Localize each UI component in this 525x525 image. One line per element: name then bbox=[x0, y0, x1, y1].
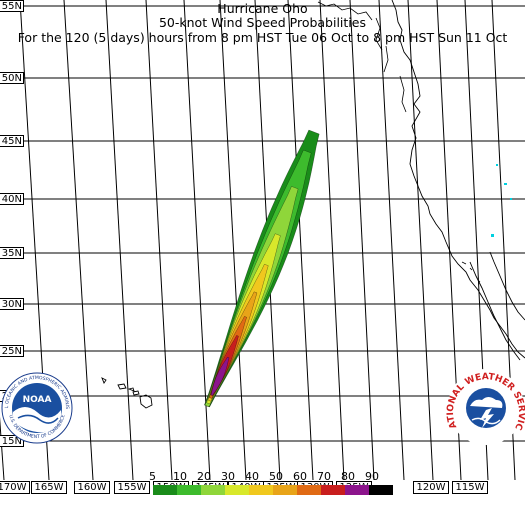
legend-value: 60 bbox=[293, 470, 307, 483]
longitude-line bbox=[105, 0, 134, 481]
latitude-label: 35N bbox=[0, 247, 24, 259]
storm-title: Hurricane Oho bbox=[217, 1, 308, 16]
product-title: 50-knot Wind Speed Probabilities bbox=[158, 15, 366, 30]
latitude-label: 30N bbox=[0, 298, 24, 310]
legend-value: 20 bbox=[197, 470, 211, 483]
wind-probability-swath bbox=[204, 129, 320, 408]
latitude-label: 40N bbox=[0, 193, 24, 205]
longitude-line bbox=[63, 0, 94, 481]
longitude-label: 120W bbox=[413, 481, 449, 494]
nws-logo: NATIONAL WEATHER SERVICE bbox=[446, 368, 525, 445]
legend-value: 50 bbox=[269, 470, 283, 483]
longitude-label: 170W bbox=[0, 481, 30, 494]
longitude-label: 155W bbox=[114, 481, 150, 494]
legend-swatch bbox=[177, 485, 201, 495]
longitude-label: 115W bbox=[452, 481, 488, 494]
california-islands bbox=[461, 261, 481, 283]
pacific-northwest-islands bbox=[317, 1, 407, 113]
legend-value: 70 bbox=[317, 470, 331, 483]
legend-swatch bbox=[225, 485, 249, 495]
longitude-label: 160W bbox=[74, 481, 110, 494]
legend-value: 10 bbox=[173, 470, 187, 483]
hawaiian-islands bbox=[101, 377, 153, 409]
legend-swatch bbox=[345, 485, 369, 495]
longitude-line bbox=[183, 0, 211, 481]
longitude-line bbox=[145, 0, 173, 481]
noaa-logo: NOAA NATIONAL OCEANIC AND ATMOSPHERIC AD… bbox=[0, 372, 73, 444]
longitude-line bbox=[319, 0, 345, 481]
legend-value: 30 bbox=[221, 470, 235, 483]
legend-swatch bbox=[201, 485, 225, 495]
legend-swatch bbox=[321, 485, 345, 495]
legend-value: 90 bbox=[365, 470, 379, 483]
latitude-label: 55N bbox=[0, 0, 24, 12]
latitude-label: 15N bbox=[0, 435, 24, 447]
probability-band-80 bbox=[210, 356, 230, 396]
longitude-line bbox=[378, 0, 405, 481]
longitude-line bbox=[287, 0, 314, 481]
legend-swatch bbox=[273, 485, 297, 495]
gulf-of-california-outline bbox=[489, 251, 525, 321]
legend-value: 40 bbox=[245, 470, 259, 483]
legend-swatch bbox=[249, 485, 273, 495]
legend-swatch bbox=[297, 485, 321, 495]
longitude-line bbox=[349, 0, 375, 481]
legend-value: 5 bbox=[149, 470, 156, 483]
inland-water-features bbox=[491, 164, 512, 237]
longitude-label: 165W bbox=[31, 481, 67, 494]
north-america-coastline bbox=[391, 0, 525, 359]
legend-swatch bbox=[369, 485, 393, 495]
latitude-label: 25N bbox=[0, 345, 24, 357]
latitude-label: 50N bbox=[0, 72, 24, 84]
noaa-logo-text: NOAA bbox=[23, 395, 52, 405]
legend-value: 80 bbox=[341, 470, 355, 483]
legend-color-bar bbox=[153, 485, 393, 495]
latitude-label: 45N bbox=[0, 135, 24, 147]
legend-swatch bbox=[153, 485, 177, 495]
time-range-title: For the 120 (5 days) hours from 8 pm HST… bbox=[17, 30, 508, 45]
longitude-line bbox=[219, 0, 247, 481]
longitude-line bbox=[407, 0, 434, 481]
